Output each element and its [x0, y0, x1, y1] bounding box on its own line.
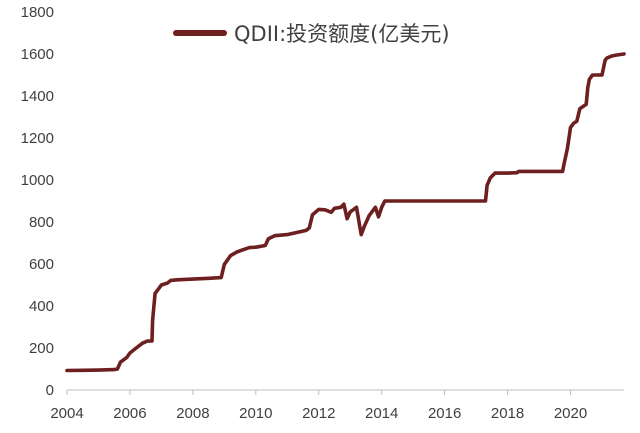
y-tick-label: 200: [29, 340, 54, 357]
legend: QDII:投资额度(亿美元): [173, 22, 450, 46]
y-tick-label: 1400: [21, 88, 54, 105]
x-tick-label: 2014: [365, 405, 398, 422]
x-tick-label: 2004: [50, 405, 83, 422]
x-tick-label: 2010: [239, 405, 272, 422]
y-tick-label: 1600: [21, 46, 54, 63]
y-axis: 0 200 400 600 800 1000 1200 1400 1600 1800: [21, 4, 54, 399]
x-tick-label: 2006: [113, 405, 146, 422]
y-tick-label: 600: [29, 256, 54, 273]
plot-area: [65, 52, 626, 373]
legend-label-qdii: QDII:投资额度(亿美元): [234, 22, 450, 46]
y-tick-label: 1000: [21, 172, 54, 189]
x-tick-label: 2008: [176, 405, 209, 422]
x-tick-label: 2020: [554, 405, 587, 422]
y-tick-label: 400: [29, 298, 54, 315]
y-tick-label: 1200: [21, 130, 54, 147]
x-tick-label: 2016: [428, 405, 461, 422]
x-tick-label: 2018: [491, 405, 524, 422]
series-line-0: [65, 52, 626, 373]
x-tick-label: 2012: [302, 405, 335, 422]
y-tick-label: 1800: [21, 4, 54, 21]
y-tick-label: 0: [46, 382, 54, 399]
x-axis: 2004 2006 2008 2010 2012 2014 2016 2018 2020: [50, 389, 624, 422]
y-tick-label: 800: [29, 214, 54, 231]
